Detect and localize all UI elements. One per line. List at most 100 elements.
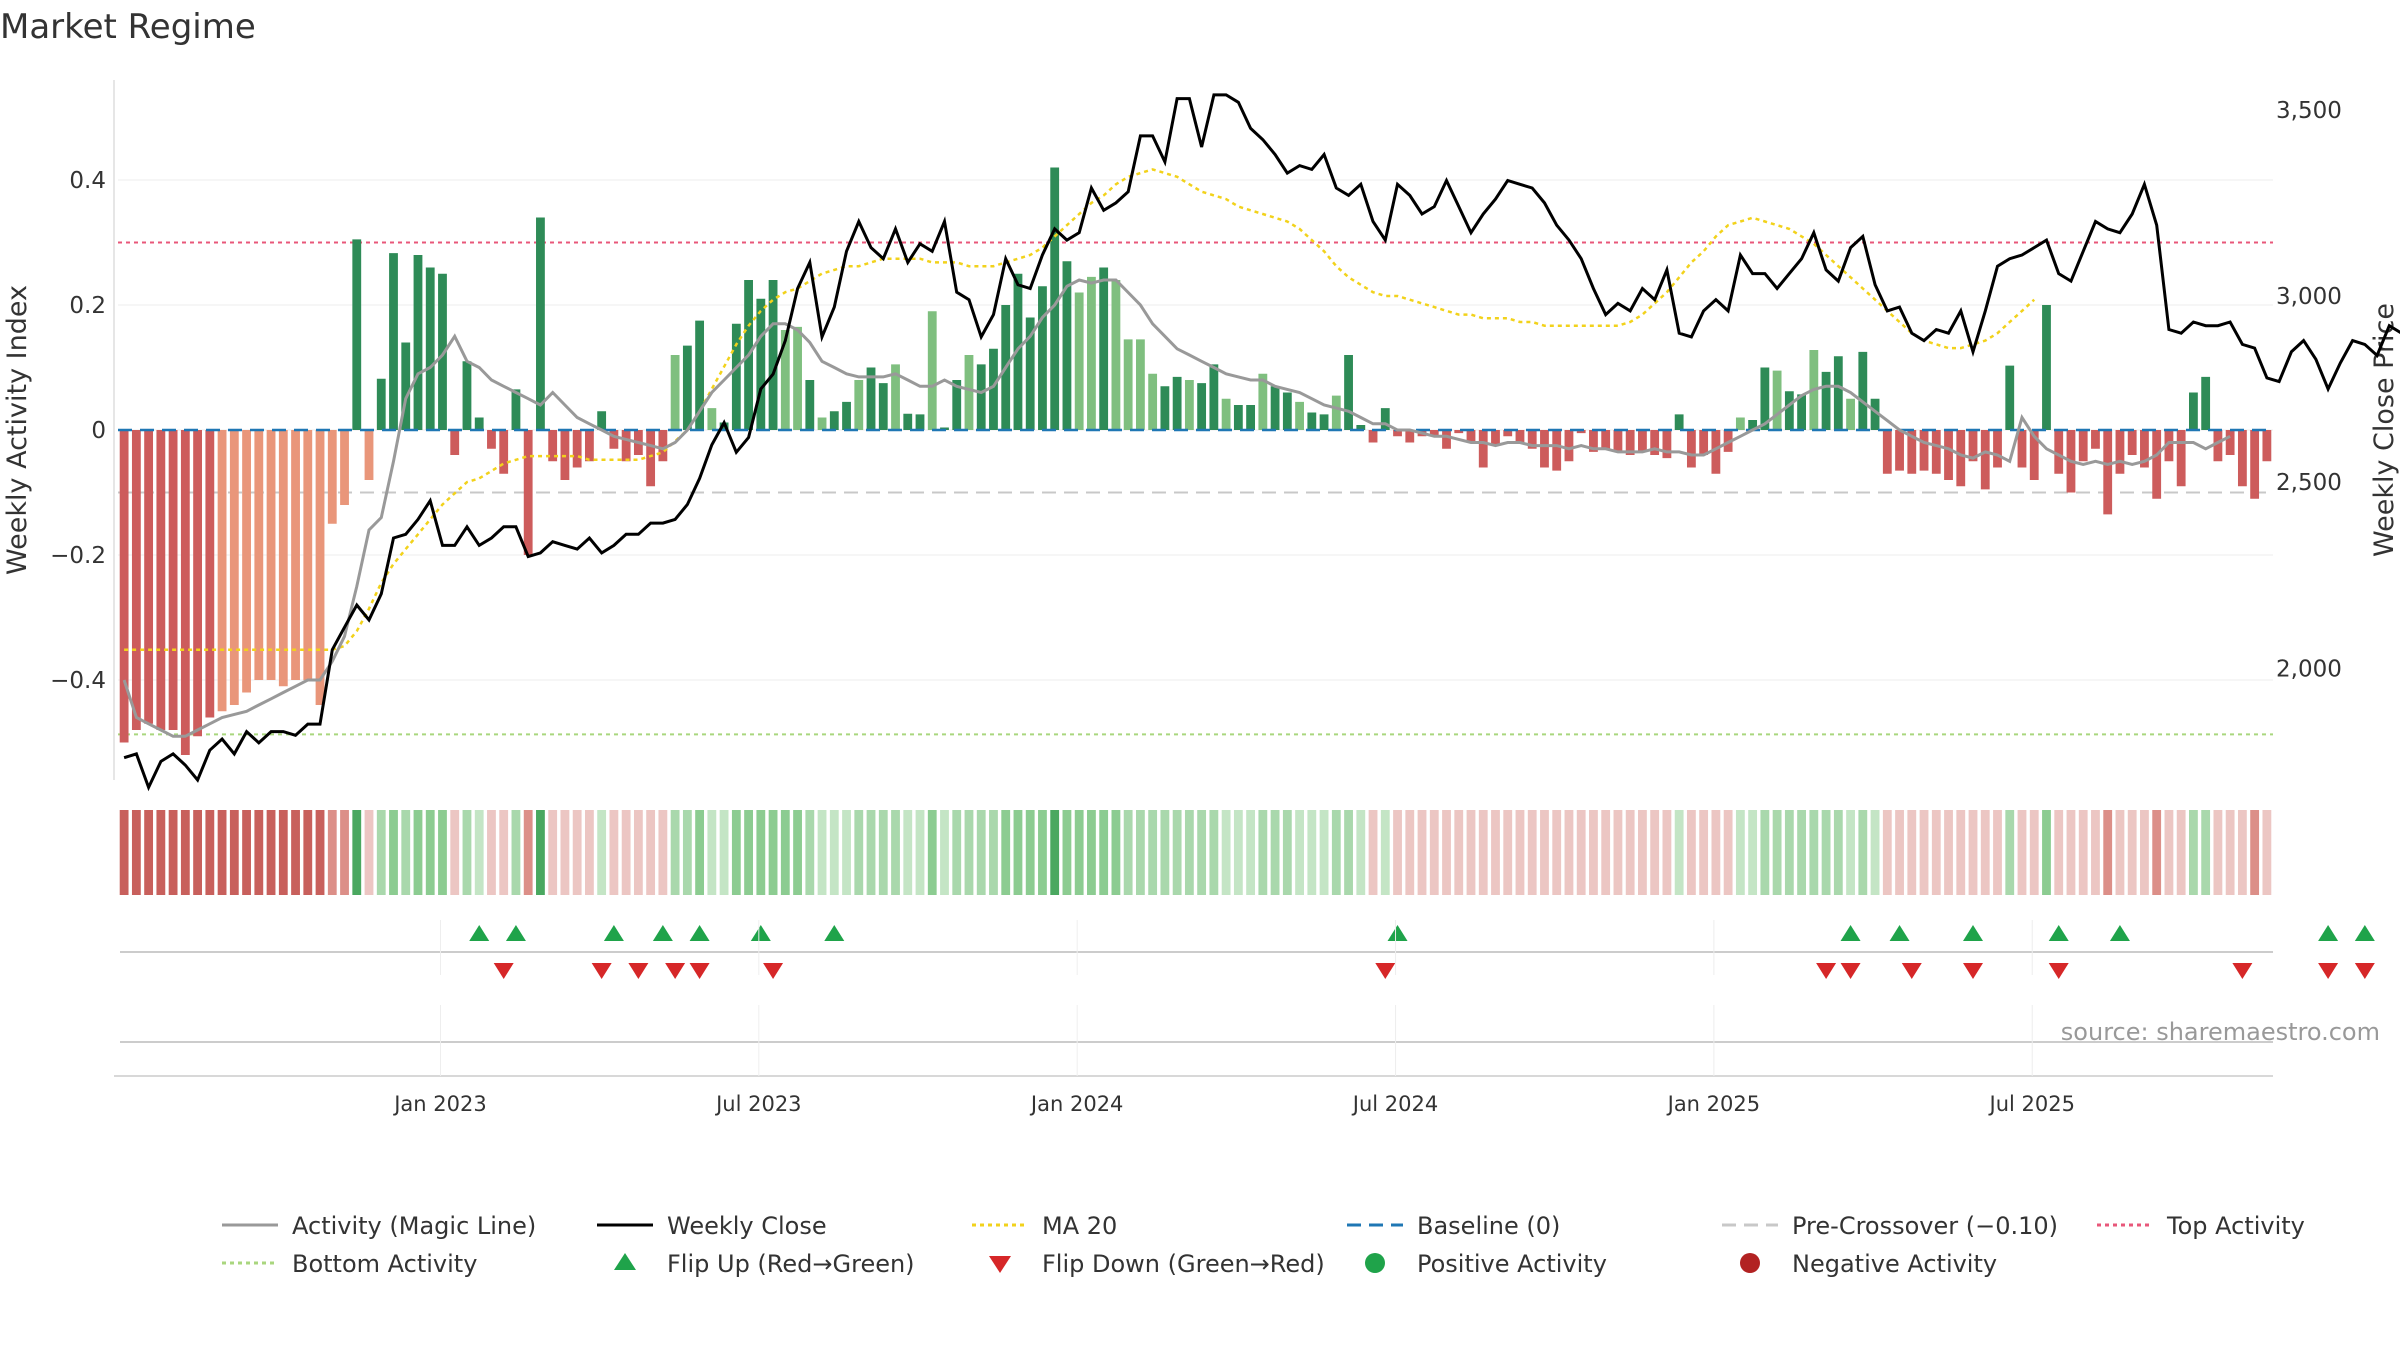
- regime-cell: [2262, 810, 2272, 895]
- regime-cell: [964, 810, 974, 895]
- regime-cell: [1405, 810, 1415, 895]
- regime-cell: [1882, 810, 1892, 895]
- activity-bar: [2054, 430, 2064, 474]
- activity-bar: [2176, 430, 2186, 487]
- activity-bar: [401, 342, 411, 430]
- legend-label: Flip Down (Green→Red): [1042, 1250, 1325, 1278]
- activity-bar: [1993, 430, 2002, 468]
- regime-cell: [1295, 810, 1304, 895]
- regime-cell: [1723, 810, 1733, 895]
- activity-bar: [793, 326, 802, 430]
- legend-swatch: [989, 1256, 1011, 1273]
- regime-cell: [1221, 810, 1231, 895]
- activity-bar: [2140, 430, 2149, 468]
- activity-bar: [1184, 380, 1194, 430]
- regime-cell: [1135, 810, 1145, 895]
- regime-cell: [511, 810, 521, 895]
- activity-bar: [144, 430, 154, 724]
- regime-cell: [156, 810, 166, 895]
- regime-cell: [658, 810, 668, 895]
- activity-bar: [2042, 305, 2051, 430]
- regime-cell: [756, 810, 766, 895]
- regime-cell: [2005, 810, 2015, 895]
- regime-cell: [2066, 810, 2076, 895]
- regime-cell: [1197, 810, 1207, 895]
- regime-cell: [2029, 810, 2039, 895]
- regime-cell: [2078, 810, 2088, 895]
- activity-bar: [1491, 430, 1500, 446]
- activity-bar: [119, 430, 129, 743]
- y-right-tick-label: 3,500: [2276, 98, 2342, 124]
- activity-bar: [1099, 267, 1109, 430]
- regime-cell: [2115, 810, 2125, 895]
- activity-bar: [1135, 339, 1145, 430]
- activity-bar: [1968, 430, 1978, 462]
- legend-swatch: [614, 1253, 636, 1270]
- regime-cell: [1576, 810, 1586, 895]
- regime-cell: [1038, 810, 1047, 895]
- flip-down-marker: [2048, 963, 2069, 979]
- regime-cell: [2054, 810, 2064, 895]
- activity-bar: [2103, 430, 2113, 515]
- regime-cell: [597, 810, 607, 895]
- regime-cell: [1613, 810, 1623, 895]
- activity-bar: [682, 345, 692, 430]
- regime-cell: [1686, 810, 1696, 895]
- activity-bar: [2250, 430, 2260, 499]
- activity-bar: [1686, 430, 1696, 468]
- activity-bar: [1772, 370, 1782, 430]
- activity-bar: [450, 430, 460, 455]
- regime-cell: [131, 810, 141, 895]
- flip-up-marker: [603, 925, 624, 941]
- legend-label: Weekly Close: [667, 1212, 827, 1240]
- activity-bar: [1503, 430, 1513, 437]
- regime-cell: [1784, 810, 1794, 895]
- flip-up-marker: [1840, 925, 1861, 941]
- activity-bar: [1870, 398, 1880, 430]
- regime-cell: [1772, 810, 1782, 895]
- regime-cell: [952, 810, 962, 895]
- chart-title: Market Regime: [0, 7, 256, 47]
- activity-magic-line: [122, 278, 2231, 738]
- activity-bar: [1919, 430, 1929, 471]
- regime-cell: [793, 810, 802, 895]
- activity-bar: [536, 217, 545, 430]
- activity-bar: [658, 430, 668, 462]
- regime-cell: [229, 810, 239, 895]
- regime-cell: [1650, 810, 1660, 895]
- regime-cell: [291, 810, 300, 895]
- activity-bar: [217, 430, 227, 712]
- regime-cell: [1246, 810, 1256, 895]
- activity-bar: [1295, 401, 1304, 430]
- regime-cell: [2213, 810, 2223, 895]
- regime-cell: [780, 810, 790, 895]
- regime-cell: [1552, 810, 1562, 895]
- activity-bar: [1735, 417, 1745, 430]
- activity-bar: [2017, 430, 2027, 468]
- regime-cell: [1956, 810, 1966, 895]
- regime-cell: [646, 810, 656, 895]
- activity-bar: [1613, 430, 1623, 452]
- regime-cell: [2225, 810, 2235, 895]
- activity-bar: [327, 430, 337, 524]
- activity-bar: [462, 361, 472, 430]
- activity-bar: [1895, 430, 1904, 471]
- flip-up-marker: [2048, 925, 2069, 941]
- regime-cell: [560, 810, 570, 895]
- regime-cell: [1429, 810, 1439, 895]
- activity-bar: [1711, 430, 1721, 474]
- activity-bar: [1760, 367, 1770, 430]
- y-left-tick-label: 0: [91, 418, 106, 444]
- activity-bar: [1784, 391, 1794, 430]
- activity-bar: [1944, 430, 1953, 480]
- activity-bar: [695, 320, 705, 430]
- regime-cell: [548, 810, 558, 895]
- regime-cell: [1258, 810, 1268, 895]
- activity-bar: [1331, 395, 1341, 430]
- regime-cell: [891, 810, 900, 895]
- regime-cell: [878, 810, 888, 895]
- activity-bar: [242, 430, 251, 693]
- activity-bar: [866, 367, 876, 430]
- regime-cell: [1968, 810, 1978, 895]
- activity-bar: [1380, 408, 1390, 430]
